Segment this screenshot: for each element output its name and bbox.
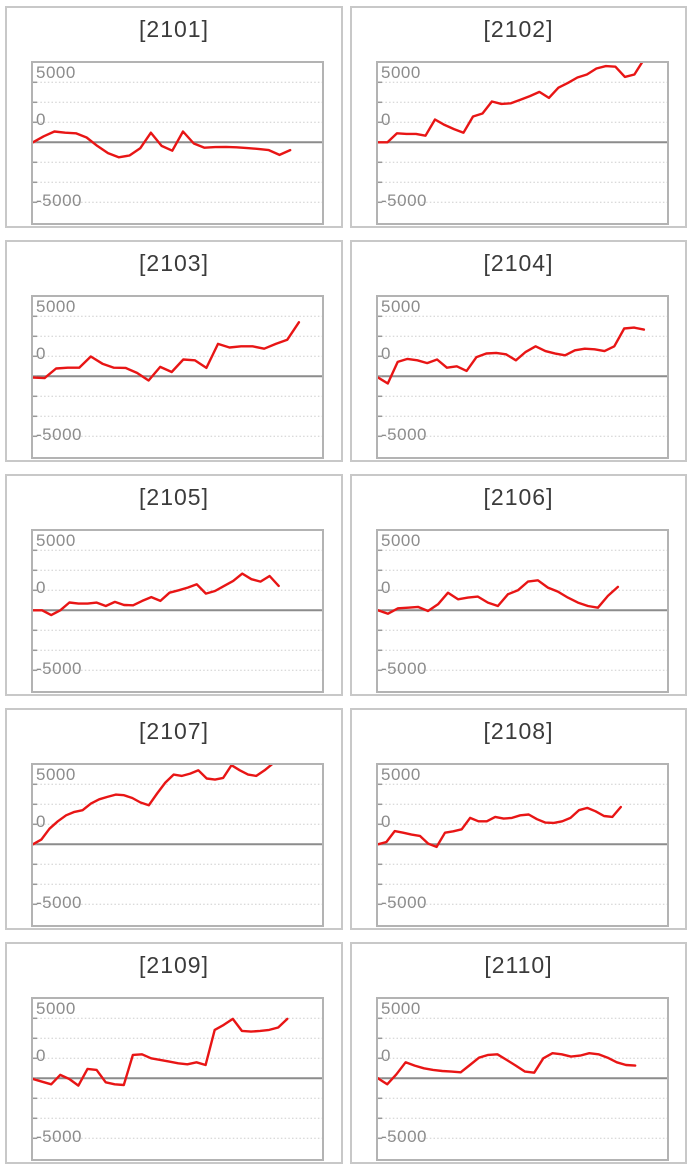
- chart-title: [2108]: [483, 718, 554, 744]
- chart-title: [2102]: [483, 16, 554, 42]
- chart-card-2102: [2102] 5000 0 -5000: [350, 6, 687, 228]
- chart-title: [2106]: [483, 484, 554, 510]
- series-line: [33, 1017, 289, 1087]
- plot-area: 5000 0 -5000: [376, 997, 669, 1161]
- plot-area: 5000 0 -5000: [376, 61, 669, 225]
- chart-title: [2103]: [139, 250, 209, 276]
- series-line: [33, 130, 292, 159]
- plot-area: 5000 0 -5000: [31, 763, 324, 927]
- plot-area: 5000 0 -5000: [31, 61, 324, 225]
- chart-title: [2105]: [139, 484, 209, 510]
- chart-card-2105: [2105] 5000 0 -5000: [5, 474, 343, 696]
- chart-title: [2101]: [139, 16, 209, 42]
- chart-card-2108: [2108] 5000 0 -5000: [350, 708, 687, 930]
- chart-svg: [33, 549, 322, 672]
- chart-svg: [378, 549, 667, 672]
- chart-svg: [33, 315, 322, 438]
- plot-area: 5000 0 -5000: [376, 295, 669, 459]
- chart-title: [2110]: [484, 952, 553, 978]
- chart-card-2107: [2107] 5000 0 -5000: [5, 708, 343, 930]
- series-line: [378, 326, 646, 385]
- chart-card-2109: [2109] 5000 0 -5000: [5, 942, 343, 1164]
- chart-svg: [378, 1017, 667, 1140]
- chart-card-2103: [2103] 5000 0 -5000: [5, 240, 343, 462]
- chart-svg: [378, 315, 667, 438]
- series-line: [378, 63, 644, 144]
- chart-svg: [33, 81, 322, 204]
- series-line: [378, 1052, 637, 1086]
- chart-card-2104: [2104] 5000 0 -5000: [350, 240, 687, 462]
- chart-card-2101: [2101] 5000 0 -5000: [5, 6, 343, 228]
- chart-svg: [378, 783, 667, 906]
- chart-card-2110: [2110] 5000 0 -5000: [350, 942, 687, 1164]
- chart-title: [2109]: [139, 952, 209, 978]
- plot-area: 5000 0 -5000: [376, 529, 669, 693]
- chart-title: [2107]: [139, 718, 209, 744]
- chart-svg: [33, 1017, 322, 1140]
- chart-svg: [378, 63, 667, 204]
- plot-area: 5000 0 -5000: [31, 529, 324, 693]
- series-line: [33, 572, 280, 617]
- series-line: [378, 805, 623, 849]
- series-line: [33, 765, 273, 846]
- plot-area: 5000 0 -5000: [31, 295, 324, 459]
- chart-svg: [33, 765, 322, 906]
- plot-area: 5000 0 -5000: [31, 997, 324, 1161]
- chart-title: [2104]: [483, 250, 554, 276]
- series-line: [378, 579, 620, 615]
- plot-area: 5000 0 -5000: [376, 763, 669, 927]
- chart-card-2106: [2106] 5000 0 -5000: [350, 474, 687, 696]
- series-line: [33, 321, 301, 382]
